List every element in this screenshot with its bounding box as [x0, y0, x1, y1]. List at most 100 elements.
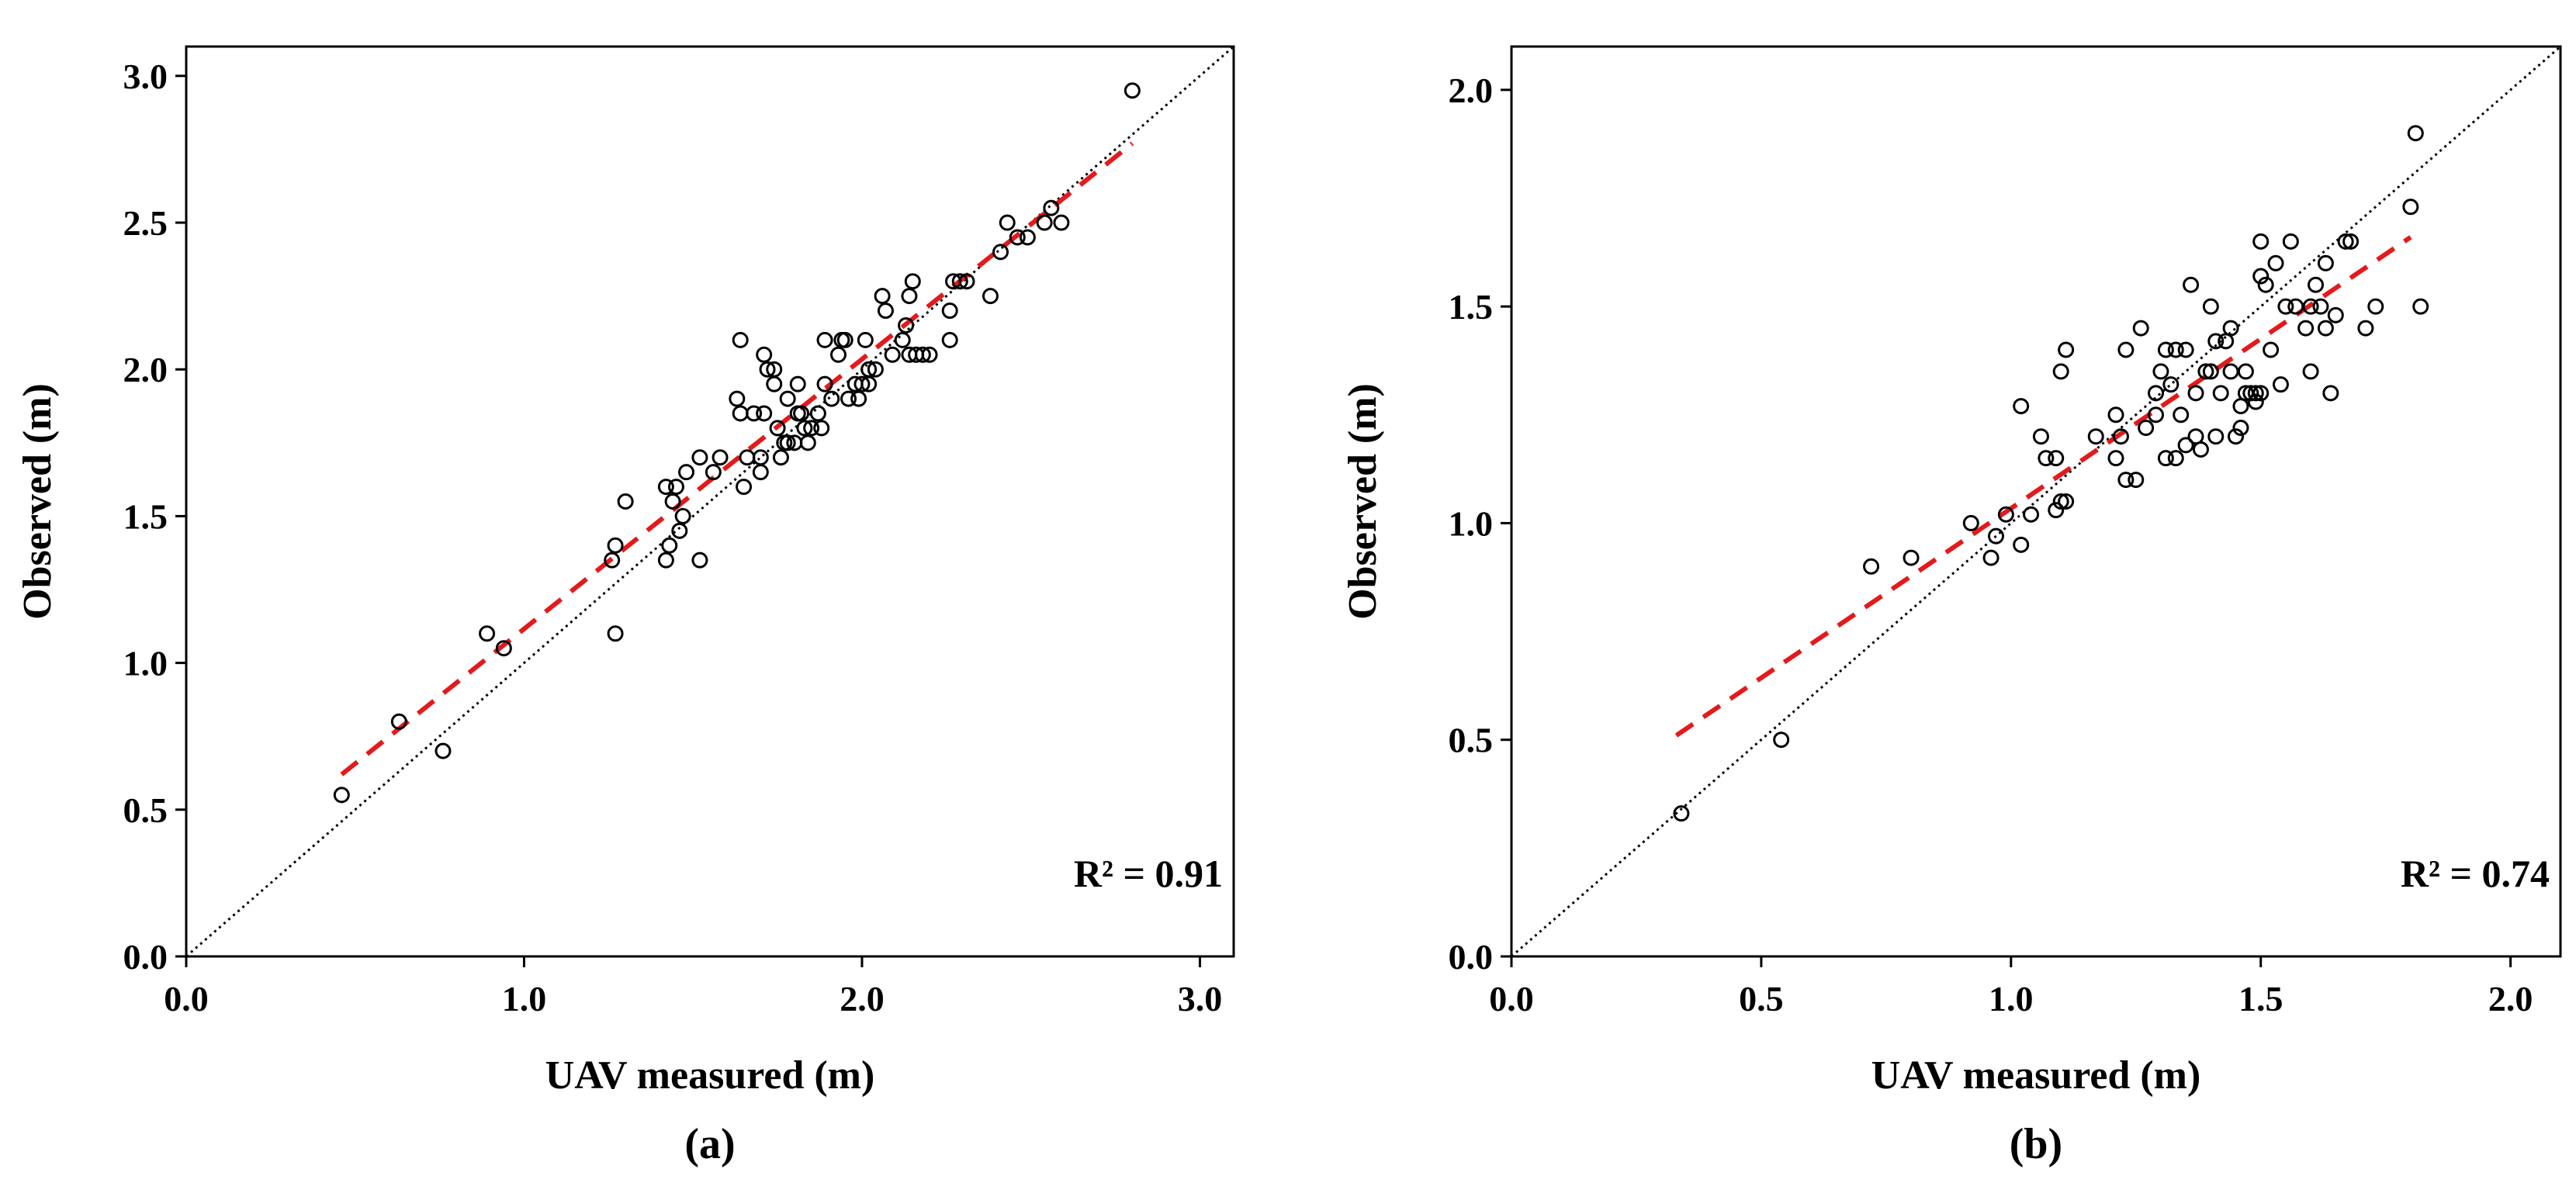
data-point-b-46	[2207, 333, 2225, 350]
x-tick-label-b-1: 0.5	[1739, 979, 1784, 1018]
data-point-a-63	[877, 303, 894, 320]
data-point-a-11	[661, 537, 678, 554]
data-point-b-17	[2058, 341, 2075, 358]
data-point-b-24	[2117, 472, 2135, 489]
data-point-b-81	[2357, 320, 2374, 337]
data-point-b-4	[1962, 514, 1979, 531]
data-point-b-72	[2302, 363, 2319, 380]
x-ticks-a: 0.0 1.0 2.0 3.0	[164, 956, 1222, 1018]
data-point-a-29	[756, 346, 773, 363]
data-point-a-31	[759, 361, 776, 378]
x-tick-label-a-2: 2.0	[840, 979, 885, 1018]
data-point-a-71	[914, 346, 931, 363]
data-point-b-14	[2048, 502, 2065, 519]
data-point-a-78	[982, 288, 999, 305]
data-point-b-7	[1997, 506, 2014, 523]
identity-line-a	[185, 45, 1234, 958]
data-point-a-62	[874, 288, 891, 305]
data-point-a-69	[904, 273, 921, 290]
data-point-a-35	[772, 449, 789, 466]
data-point-b-26	[2132, 320, 2149, 337]
data-point-b-21	[2107, 406, 2124, 424]
data-point-b-32	[2157, 450, 2174, 467]
y-tick-label-a-6: 3.0	[123, 57, 168, 96]
data-point-a-83	[1036, 214, 1053, 231]
data-point-b-64	[2263, 341, 2280, 358]
data-point-b-61	[2252, 268, 2270, 285]
data-point-a-23	[732, 405, 749, 422]
data-point-a-24	[736, 479, 753, 496]
y-tick-label-b-2: 1.0	[1449, 503, 1494, 543]
data-point-a-47	[813, 420, 830, 437]
data-point-a-34	[769, 420, 786, 437]
data-point-b-37	[2177, 437, 2194, 454]
data-point-b-84	[2407, 125, 2424, 142]
data-point-a-26	[746, 405, 763, 422]
data-point-a-22	[732, 331, 749, 348]
identity-line-a	[185, 45, 1234, 958]
data-point-a-74	[941, 331, 958, 348]
data-point-a-60	[860, 375, 878, 392]
data-point-b-30	[2152, 363, 2169, 380]
data-point-a-68	[901, 288, 918, 305]
data-point-a-17	[691, 552, 708, 569]
data-point-a-82	[1019, 229, 1036, 246]
y-axis-title-a: Observed (m)	[16, 383, 60, 620]
data-point-a-73	[941, 303, 958, 320]
r2-annotation-b: R² = 0.74	[2401, 852, 2550, 895]
data-point-a-53	[836, 331, 853, 348]
data-point-b-53	[2232, 420, 2249, 437]
data-point-a-84	[1043, 199, 1060, 216]
plot-frame-b	[1510, 45, 2562, 958]
data-point-b-15	[2052, 493, 2069, 510]
data-point-b-43	[2197, 363, 2214, 380]
data-point-a-18	[691, 449, 708, 466]
data-point-b-27	[2138, 420, 2155, 437]
data-point-b-63	[2257, 276, 2274, 293]
data-point-a-50	[823, 390, 840, 407]
y-ticks-a: 0.0 0.5 1.0 1.5 2.0 2.5 3.0	[123, 57, 186, 977]
plot-area-a	[185, 45, 1235, 958]
x-tick-label-b-0: 0.0	[1489, 979, 1534, 1018]
data-point-a-25	[739, 449, 756, 466]
data-point-b-16	[2052, 363, 2069, 380]
data-point-a-9	[657, 552, 674, 569]
data-point-b-35	[2167, 450, 2184, 467]
data-point-b-80	[2342, 233, 2360, 250]
data-point-a-40	[789, 375, 806, 392]
data-point-b-1	[1773, 731, 1790, 749]
regression-line-a	[340, 141, 1134, 776]
data-point-b-83	[2402, 199, 2419, 216]
data-point-b-12	[2038, 450, 2055, 467]
data-point-b-8	[2013, 536, 2030, 553]
data-point-b-33	[2162, 376, 2180, 393]
x-tick-label-a-0: 0.0	[164, 979, 209, 1018]
data-point-b-70	[2297, 320, 2315, 337]
data-point-b-18	[2058, 493, 2075, 510]
data-point-a-12	[664, 493, 681, 510]
panel-label-a: (a)	[684, 1120, 735, 1168]
x-tick-label-b-4: 2.0	[2488, 979, 2533, 1018]
data-point-a-8	[617, 493, 634, 510]
y-tick-label-a-5: 2.5	[123, 203, 168, 243]
fit-line-b	[1674, 235, 2412, 738]
data-point-a-49	[816, 331, 833, 348]
data-point-a-54	[840, 390, 857, 407]
data-point-a-61	[867, 361, 884, 378]
data-point-a-79	[992, 244, 1009, 261]
data-point-a-86	[1124, 82, 1141, 99]
data-point-b-31	[2157, 341, 2174, 358]
data-point-a-30	[756, 405, 773, 422]
data-point-a-15	[674, 507, 691, 524]
data-point-a-45	[803, 420, 820, 437]
panel-label-b: (b)	[2010, 1120, 2062, 1168]
data-point-b-6	[1987, 527, 2004, 545]
x-tick-label-a-1: 1.0	[502, 979, 547, 1018]
regression-line-b	[1674, 235, 2412, 738]
data-point-a-10	[657, 479, 674, 496]
data-point-b-11	[2032, 428, 2049, 445]
y-ticks-b: 0.0 0.5 1.0 1.5 2.0	[1449, 71, 1511, 977]
data-point-b-19	[2087, 428, 2104, 445]
data-point-b-56	[2237, 363, 2254, 380]
data-point-b-74	[2312, 298, 2329, 315]
